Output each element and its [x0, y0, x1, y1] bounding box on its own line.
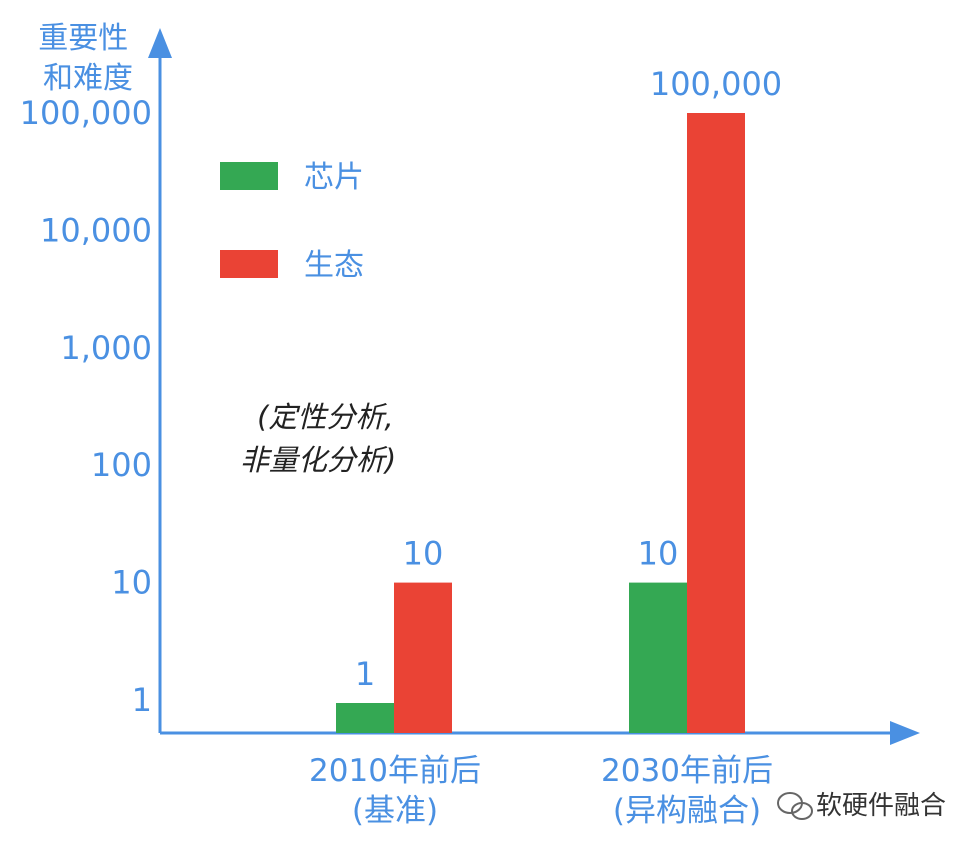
- legend-swatch-ecosystem: [220, 250, 278, 278]
- y-tick-label: 1: [132, 681, 152, 719]
- bar-ecosystem: [394, 582, 452, 733]
- bar-chip: [629, 582, 687, 733]
- x-tick-label: 2010年前后 (基准): [309, 753, 481, 829]
- x-axis-arrow: [890, 721, 920, 745]
- y-tick-label: 10,000: [40, 211, 152, 249]
- annotation-note: (定性分析, 非量化分析): [240, 400, 403, 477]
- x-tick-label-line: 2030年前后: [601, 753, 773, 789]
- bar-value-label: 10: [638, 535, 679, 573]
- bar-chip: [336, 703, 394, 733]
- x-tick-label-line: 2010年前后: [309, 753, 481, 789]
- legend-label-chip: 芯片: [304, 160, 364, 195]
- bar-value-label: 1: [355, 655, 375, 693]
- x-tick-label: 2030年前后 (异构融合): [601, 753, 773, 829]
- bar-value-label: 100,000: [650, 65, 782, 103]
- y-tick-label: 100: [91, 446, 152, 484]
- wechat-icon: [777, 792, 813, 820]
- x-tick-label-line: (基准): [352, 793, 438, 829]
- axes: [148, 28, 920, 745]
- bar-value-label: 10: [403, 535, 444, 573]
- y-tick-label: 100,000: [20, 94, 152, 132]
- bar-value-labels: 1 10 10 100,000: [355, 65, 782, 693]
- y-axis-title: 重要性 和难度: [38, 21, 138, 96]
- annotation-line2: 非量化分析): [240, 443, 396, 477]
- annotation-line1: (定性分析,: [257, 400, 394, 434]
- legend: 芯片 生态: [220, 160, 364, 283]
- watermark-text: 软硬件融合: [816, 791, 946, 821]
- y-axis-arrow: [148, 28, 172, 58]
- x-tick-label-line: (异构融合): [613, 793, 761, 829]
- x-tick-labels: 2010年前后 (基准) 2030年前后 (异构融合): [309, 753, 773, 829]
- watermark: 软硬件融合: [777, 791, 946, 821]
- legend-label-ecosystem: 生态: [304, 248, 364, 283]
- legend-swatch-chip: [220, 162, 278, 190]
- y-axis-title-line1: 重要性: [38, 21, 128, 56]
- y-axis-title-line2: 和难度: [43, 61, 133, 96]
- y-tick-label: 10: [111, 564, 152, 602]
- y-tick-label: 1,000: [60, 329, 152, 367]
- y-tick-labels: 1 10 100 1,000 10,000 100,000: [20, 94, 152, 719]
- bar-ecosystem: [687, 113, 745, 733]
- bars: [336, 113, 745, 733]
